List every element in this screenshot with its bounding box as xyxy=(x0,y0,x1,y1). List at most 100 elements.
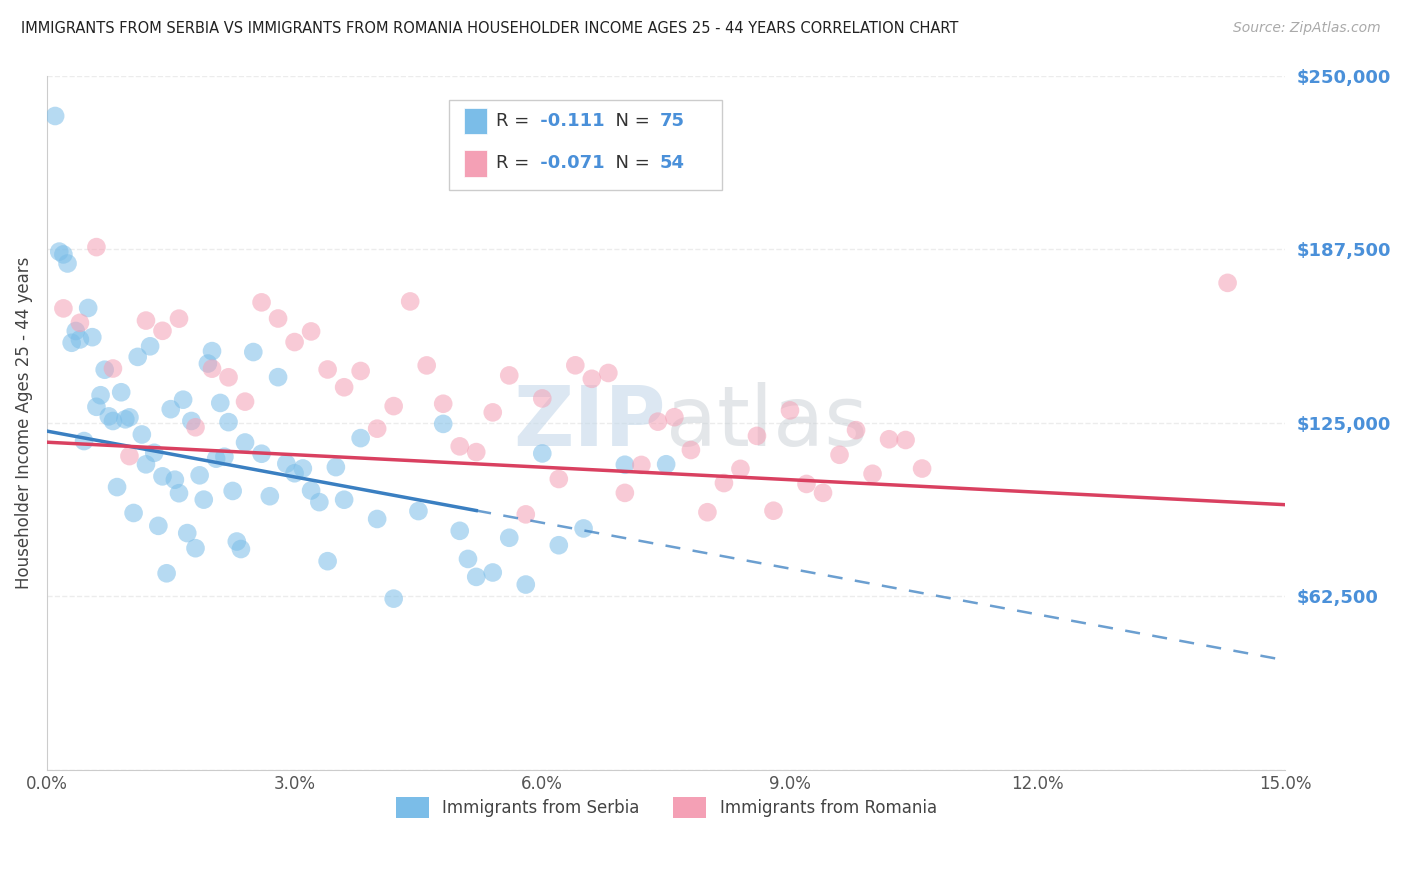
Text: ZIP: ZIP xyxy=(513,383,666,463)
Point xyxy=(498,531,520,545)
Point xyxy=(52,247,75,261)
Point xyxy=(159,402,181,417)
Point xyxy=(696,505,718,519)
Point xyxy=(796,477,818,491)
Point xyxy=(209,396,232,410)
Text: -0.071: -0.071 xyxy=(534,154,605,172)
Point xyxy=(1216,276,1239,290)
Point xyxy=(779,403,801,417)
Point xyxy=(449,439,471,453)
Legend: Immigrants from Serbia, Immigrants from Romania: Immigrants from Serbia, Immigrants from … xyxy=(389,790,943,824)
Point xyxy=(118,410,141,425)
Point xyxy=(197,357,219,371)
Point xyxy=(82,330,104,344)
Bar xyxy=(464,150,486,177)
Point xyxy=(862,467,884,481)
Point xyxy=(432,417,454,431)
Point xyxy=(564,359,586,373)
Point xyxy=(60,335,83,350)
Point xyxy=(167,311,190,326)
Point xyxy=(647,415,669,429)
Point xyxy=(152,469,174,483)
Point xyxy=(457,552,479,566)
Point xyxy=(333,380,356,394)
Point xyxy=(613,486,636,500)
Text: Source: ZipAtlas.com: Source: ZipAtlas.com xyxy=(1233,21,1381,35)
Point xyxy=(655,457,678,471)
Point xyxy=(163,473,186,487)
Point xyxy=(581,372,603,386)
Point xyxy=(105,480,128,494)
Text: 54: 54 xyxy=(659,154,685,172)
Point xyxy=(127,350,149,364)
Point xyxy=(598,366,620,380)
Point xyxy=(432,397,454,411)
Point xyxy=(90,388,112,402)
Point xyxy=(101,414,124,428)
Point xyxy=(242,345,264,359)
Y-axis label: Householder Income Ages 25 - 44 years: Householder Income Ages 25 - 44 years xyxy=(15,257,32,589)
Point xyxy=(382,591,405,606)
Point xyxy=(193,492,215,507)
Point xyxy=(69,333,91,347)
Point xyxy=(730,462,752,476)
Point xyxy=(267,311,290,326)
Point xyxy=(188,468,211,483)
Point xyxy=(250,447,273,461)
Point xyxy=(122,506,145,520)
Point xyxy=(350,364,373,378)
Point xyxy=(333,492,356,507)
Point xyxy=(811,486,834,500)
Point xyxy=(713,476,735,491)
Point xyxy=(299,483,322,498)
Point xyxy=(155,566,177,581)
Point xyxy=(201,344,224,359)
Point xyxy=(86,400,108,414)
Point xyxy=(366,512,388,526)
Point xyxy=(44,109,66,123)
Point xyxy=(408,504,430,518)
Point xyxy=(877,432,900,446)
Point xyxy=(515,508,537,522)
Point xyxy=(218,415,240,429)
Point xyxy=(276,457,298,471)
Point xyxy=(531,446,554,460)
Point xyxy=(415,359,437,373)
Point xyxy=(114,412,136,426)
Point xyxy=(97,409,120,424)
Point xyxy=(214,450,236,464)
Point xyxy=(515,577,537,591)
Point xyxy=(205,451,228,466)
Point xyxy=(172,392,194,407)
Point xyxy=(176,526,198,541)
Point xyxy=(299,325,322,339)
Point xyxy=(498,368,520,383)
Point xyxy=(481,405,503,419)
Point xyxy=(93,362,115,376)
Text: IMMIGRANTS FROM SERBIA VS IMMIGRANTS FROM ROMANIA HOUSEHOLDER INCOME AGES 25 - 4: IMMIGRANTS FROM SERBIA VS IMMIGRANTS FRO… xyxy=(21,21,959,36)
Point xyxy=(845,423,868,437)
Point xyxy=(449,524,471,538)
Point xyxy=(481,566,503,580)
Point xyxy=(911,461,934,475)
Point xyxy=(630,458,652,472)
Point xyxy=(148,519,170,533)
Point xyxy=(221,483,243,498)
Point xyxy=(267,370,290,384)
Point xyxy=(679,443,702,458)
Point xyxy=(465,570,488,584)
Point xyxy=(572,521,595,535)
Point xyxy=(48,244,70,259)
Point xyxy=(135,458,157,472)
Point xyxy=(250,295,273,310)
Point xyxy=(69,316,91,330)
Point xyxy=(308,495,330,509)
Point xyxy=(547,538,569,552)
Point xyxy=(465,445,488,459)
Point xyxy=(218,370,240,384)
Point xyxy=(233,394,256,409)
Point xyxy=(131,427,153,442)
Point xyxy=(233,435,256,450)
Point xyxy=(366,422,388,436)
Point xyxy=(325,460,347,475)
